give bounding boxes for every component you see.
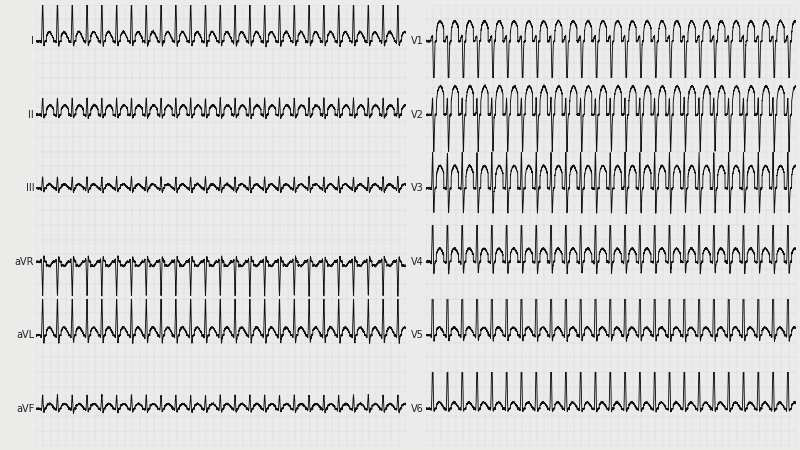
Text: V1: V1: [411, 36, 424, 46]
Text: V3: V3: [411, 183, 424, 193]
Text: aVR: aVR: [14, 257, 34, 267]
Text: II: II: [29, 110, 34, 120]
Text: V6: V6: [411, 404, 424, 414]
Text: aVF: aVF: [16, 404, 34, 414]
Text: V4: V4: [411, 257, 424, 267]
Text: V2: V2: [411, 110, 424, 120]
Text: III: III: [26, 183, 34, 193]
Text: aVL: aVL: [16, 330, 34, 340]
Text: V5: V5: [411, 330, 424, 340]
Text: I: I: [31, 36, 34, 46]
